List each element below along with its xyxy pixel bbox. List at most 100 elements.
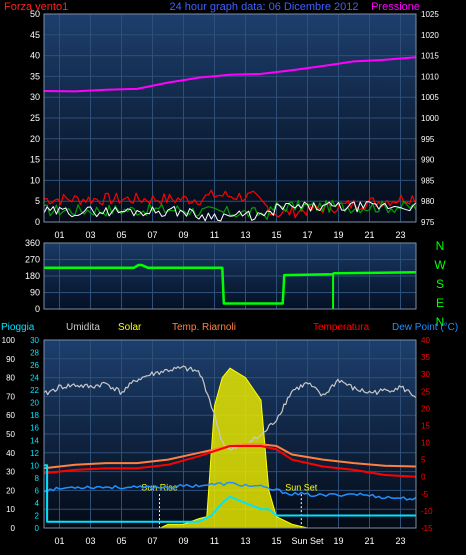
panel1-y-left-tick: 40 — [30, 51, 40, 61]
panel3-y-right-tick: 5 — [421, 456, 426, 465]
panel3-ticks: 0102030405060708090100024681012141618202… — [2, 336, 433, 546]
humidity-line — [43, 365, 417, 451]
panel3-y-rain-tick: 4 — [35, 499, 40, 508]
wind-average-line — [43, 199, 417, 220]
panel1-y-left-tick: 50 — [30, 9, 40, 19]
panel1-x-tick: 07 — [147, 230, 157, 240]
panel3-y-right-tick: 20 — [421, 404, 430, 413]
panel3-y-rain-tick: 6 — [35, 486, 40, 495]
panel2-y-tick: 270 — [25, 255, 40, 265]
panel3-y-rain-tick: 30 — [30, 336, 39, 345]
panel3-y-rain-tick: 24 — [30, 374, 39, 383]
compass-label: N — [436, 315, 445, 329]
panel1-x-tick: 05 — [116, 230, 126, 240]
panel3-y-left-tick: 90 — [6, 355, 15, 364]
panel3-y-left-tick: 70 — [6, 392, 15, 401]
panel3-x-tick: 03 — [85, 536, 95, 546]
panel3-y-left-tick: 60 — [6, 411, 15, 420]
panel3-y-left-tick: 30 — [6, 468, 15, 477]
panel2-frame — [43, 242, 417, 310]
panel1-y-right-tick: 1010 — [421, 72, 439, 81]
compass-label: N — [436, 239, 445, 253]
panel3-y-right-tick: 25 — [421, 387, 430, 396]
panel3-y-left-tick: 10 — [6, 505, 15, 514]
panel2-grid — [44, 243, 416, 309]
panel3-y-rain-tick: 22 — [30, 386, 39, 395]
panel3-y-rain-tick: 16 — [30, 424, 39, 433]
temperature-line — [43, 445, 417, 478]
panel3-y-rain-tick: 8 — [35, 474, 40, 483]
panel1-x-tick: 11 — [210, 230, 219, 240]
dew-point-line — [43, 481, 417, 501]
panel3-legend-item: Temperatura — [313, 322, 370, 333]
panel3-x-tick: Sun Set — [291, 536, 324, 546]
panel2-y-tick: 0 — [35, 304, 40, 314]
panel3-y-right-tick: -5 — [421, 490, 429, 499]
panel1-y-right-tick: 1020 — [421, 31, 439, 40]
panel3-y-rain-tick: 2 — [35, 511, 40, 520]
panel1-frame — [43, 13, 417, 223]
panel1-x-tick: 09 — [178, 230, 188, 240]
panel3-x-tick: 13 — [240, 536, 250, 546]
panel1-y-left-tick: 30 — [30, 92, 40, 102]
compass-label: S — [436, 277, 444, 291]
panel2-y-tick: 180 — [25, 271, 40, 281]
panel3-grid — [44, 340, 416, 528]
panel1-x-tick: 19 — [333, 230, 343, 240]
panel3-x-tick: 07 — [147, 536, 157, 546]
panel1-y-left-tick: 20 — [30, 134, 40, 144]
panel1-y-left-tick: 45 — [30, 30, 40, 40]
panel3-x-tick: 01 — [54, 536, 64, 546]
panel3-x-tick: 15 — [271, 536, 281, 546]
panel3-y-left-tick: 80 — [6, 374, 15, 383]
panel1-legend-right: Pressione — [371, 1, 420, 13]
panel3-y-left-tick: 40 — [6, 449, 15, 458]
compass-label: W — [434, 258, 446, 272]
panel1-y-right-tick: 975 — [421, 218, 435, 227]
panel1-y-right-tick: 1025 — [421, 10, 439, 19]
sunset-label: Sun Set — [285, 482, 318, 492]
wind-gust-line — [43, 189, 416, 219]
panel3-x-tick: 21 — [364, 536, 374, 546]
panel1-y-right-tick: 990 — [421, 156, 435, 165]
panel1-x-tick: 17 — [302, 230, 312, 240]
panel3-y-rain-tick: 20 — [30, 399, 39, 408]
panel3-y-right-tick: 15 — [421, 421, 430, 430]
panel3-x-tick: 23 — [395, 536, 405, 546]
panel1-x-tick: 23 — [395, 230, 405, 240]
panel3-legend-item: Pioggia — [1, 322, 35, 333]
panel3-legend-item: Temp. Riarnoli — [172, 322, 236, 333]
panel3-y-right-tick: 40 — [421, 336, 430, 345]
panel3-y-right-tick: -10 — [421, 507, 433, 516]
panel3-y-left-tick: 100 — [2, 336, 16, 345]
panel1-y-right-tick: 980 — [421, 197, 435, 206]
panel2-y-tick: 90 — [30, 288, 40, 298]
panel1-y-left-tick: 35 — [30, 71, 40, 81]
panel3-y-left-tick: 50 — [6, 430, 15, 439]
panel3-y-left-tick: 0 — [11, 524, 16, 533]
panel3-y-rain-tick: 14 — [30, 436, 39, 445]
rain-line — [44, 464, 416, 523]
panel3-y-right-tick: 35 — [421, 353, 430, 362]
panel3-y-rain-tick: 10 — [30, 461, 39, 470]
panel1-title: 24 hour graph data: 06 Dicembre 2012 — [170, 1, 359, 13]
panel1-x-tick: 15 — [271, 230, 281, 240]
panel1-y-right-tick: 1015 — [421, 52, 439, 61]
panel1-y-left-tick: 5 — [35, 196, 40, 206]
panel3-y-left-tick: 20 — [6, 486, 15, 495]
panel3-x-tick: 05 — [116, 536, 126, 546]
panel1-legend-left: Forza vento1 — [4, 1, 68, 13]
panel1-y-left-tick: 0 — [35, 217, 40, 227]
panel1-x-tick: 21 — [364, 230, 374, 240]
panel2-ticks: 0 90 180 270 360 — [25, 238, 40, 314]
panel1-y-right-tick: 1000 — [421, 114, 439, 123]
panel3-legend-item: Umidita — [66, 322, 100, 333]
panel3-legend-item: Solar — [118, 322, 142, 333]
panel3-x-tick: 11 — [210, 536, 219, 546]
panel1-wind-series — [43, 189, 417, 222]
wind-speed-line — [43, 201, 417, 222]
panel3-x-tick: 09 — [178, 536, 188, 546]
panel2-y-tick: 360 — [25, 238, 40, 248]
